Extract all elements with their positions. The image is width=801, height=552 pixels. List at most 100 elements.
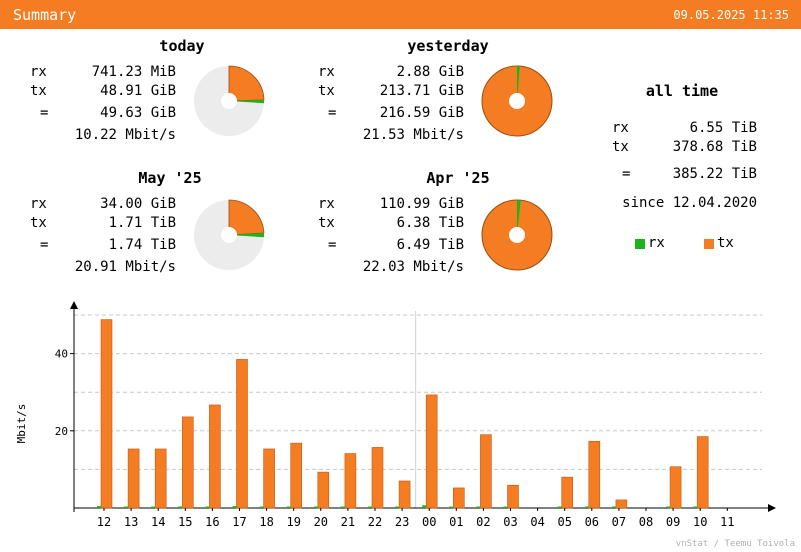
x-tick-label-07: 07 [612,515,626,529]
eq-label: = [328,105,337,121]
rx-bar-20 [313,506,318,508]
x-axis-arrow [768,504,776,512]
yesterday-rate: 21.53 Mbit/s [362,127,464,143]
tx-bar-23 [398,480,411,509]
alltime-rx-row: rx 6.55 TiB [612,120,757,138]
tx-bar-06 [588,440,601,509]
month-previous-total-row: = 6.49 TiB [318,237,464,255]
tx-bar-03 [507,484,519,509]
x-tick-label-21: 21 [341,515,355,529]
eq-label: = [622,166,631,182]
x-tick-label-15: 15 [178,515,192,529]
tx-label: tx [30,215,47,231]
tx-bar-19 [290,442,303,509]
x-tick-label-16: 16 [205,515,219,529]
yesterday-pie-chart [481,65,553,137]
alltime-total-value: 385.22 TiB [672,166,757,182]
alltime-rx-value: 6.55 TiB [689,120,757,136]
today-tx-value: 48.91 GiB [100,83,176,99]
tx-bar-02 [480,434,492,509]
y-axis-label: Mbit/s [15,404,28,444]
rx-bar-19 [286,506,291,508]
tx-bar-14 [154,448,167,509]
tx-bar-21 [344,453,357,509]
month-previous-pie-chart [481,199,553,271]
alltime-total-row: = 385.22 TiB [612,166,757,184]
rx-bar-16 [205,506,210,508]
rx-bar-02 [476,506,481,508]
month-current-title: May '25 [138,169,202,187]
x-tick-label-06: 06 [585,515,599,529]
month-previous-rate: 22.03 Mbit/s [362,259,464,275]
rx-bar-13 [124,506,129,508]
title-bar: Summary 09.05.2025 11:35 [0,0,801,29]
eq-label: = [40,105,49,121]
x-tick-label-03: 03 [503,515,517,529]
credit-text: vnStat / Teemu Toivola [675,539,795,549]
x-tick-label-20: 20 [314,515,328,529]
today-pie-chart [194,65,265,136]
y-axis-arrow [70,301,78,309]
month-current-tx-row: tx 1.71 TiB [30,215,176,233]
rx-bar-07 [611,506,616,508]
x-tick-label-23: 23 [395,515,409,529]
alltime-title: all time [645,82,719,100]
legend-rx-swatch [635,239,645,249]
eq-label: = [328,237,337,253]
month-current-pie-chart [194,199,265,270]
month-previous-rx-value: 110.99 GiB [379,196,464,212]
rx-label: rx [612,120,629,136]
yesterday-tx-row: tx 213.71 GiB [318,83,464,101]
tx-bar-07 [615,499,628,509]
rx-bar-09 [666,506,671,508]
alltime-tx-row: tx 378.68 TiB [612,139,757,157]
month-current-rate: 20.91 Mbit/s [74,259,176,275]
tx-bar-16 [209,404,221,509]
x-tick-label-05: 05 [557,515,571,529]
month-previous-total-value: 6.49 TiB [396,237,464,253]
x-tick-label-19: 19 [286,515,300,529]
yesterday-title: yesterday [407,37,489,55]
rx-bar-03 [503,506,508,508]
month-current-pie-rx-slice [229,233,264,238]
today-rate: 10.22 Mbit/s [74,127,176,143]
tx-bar-13 [127,448,140,509]
rx-bar-23 [395,506,400,508]
yesterday-rx-row: rx 2.88 GiB [318,64,464,82]
yesterday-rx-value: 2.88 GiB [396,64,464,80]
rx-bar-17 [232,506,237,508]
tx-bar-09 [669,466,682,509]
tx-bar-00 [425,394,438,509]
x-tick-label-12: 12 [97,515,111,529]
x-tick-label-02: 02 [476,515,490,529]
yesterday-tx-value: 213.71 GiB [379,83,464,99]
x-tick-label-09: 09 [666,515,680,529]
today-pie-rx-slice [229,99,264,104]
x-tick-label-18: 18 [259,515,273,529]
rx-bar-12 [97,506,101,508]
rx-bar-10 [693,506,698,508]
legend-tx-swatch [704,239,714,249]
month-previous-pie-hole [509,227,525,243]
eq-label: = [40,237,49,253]
yesterday-pie-hole [509,93,525,109]
month-current-total-value: 1.74 TiB [108,237,176,253]
yesterday-total-value: 216.59 GiB [379,105,464,121]
rx-bar-21 [340,506,345,508]
yesterday-total-row: = 216.59 GiB [318,105,464,123]
x-tick-label-11: 11 [720,515,734,529]
page-title: Summary [13,6,77,24]
tx-bar-17 [236,359,248,509]
tx-label: tx [612,139,629,155]
x-tick-label-08: 08 [639,515,653,529]
tx-bar-18 [263,448,275,509]
rx-bar-22 [368,506,372,508]
rx-bar-15 [178,506,183,508]
y-tick-label: 20 [55,425,68,438]
legend-tx-label: tx [717,235,734,251]
tx-bar-10 [696,436,709,509]
month-previous-tx-row: tx 6.38 TiB [318,215,464,233]
x-tick-label-13: 13 [124,515,138,529]
month-current-total-row: = 1.74 TiB [30,237,176,255]
rx-bar-18 [259,506,264,508]
